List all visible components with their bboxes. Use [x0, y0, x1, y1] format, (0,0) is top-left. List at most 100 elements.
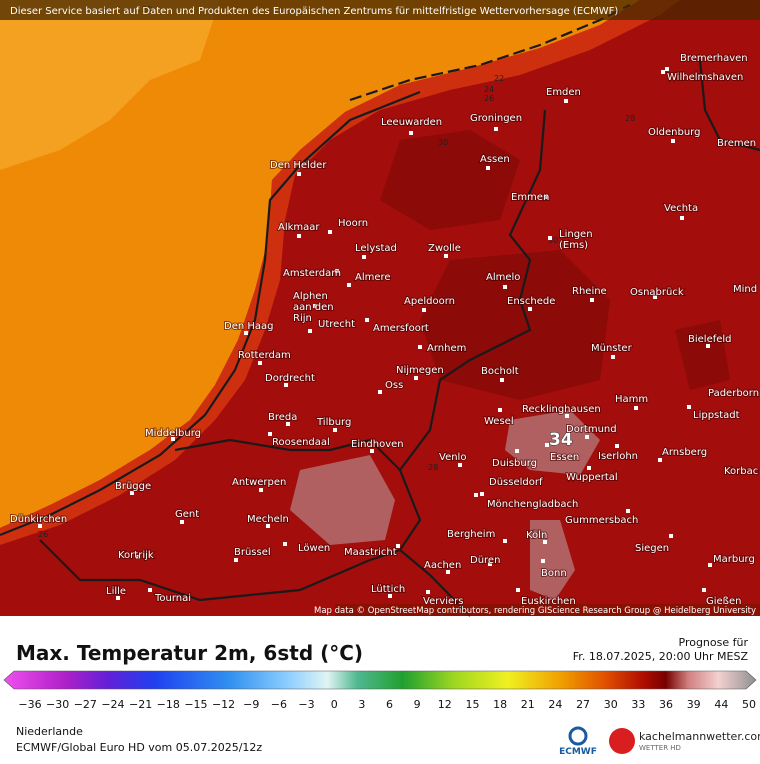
- city-label: Antwerpen: [232, 477, 286, 488]
- city-dot: [378, 390, 382, 394]
- city-label: Rijn: [293, 313, 312, 324]
- city-label: (Ems): [559, 240, 588, 251]
- city-label: Dordrecht: [265, 373, 315, 384]
- city-dot: [426, 590, 430, 594]
- city-dot: [297, 234, 301, 238]
- city-label: Brügge: [115, 481, 151, 492]
- colorbar-tick-label: 9: [414, 698, 421, 711]
- city-dot: [680, 216, 684, 220]
- city-label: Almelo: [486, 272, 520, 283]
- city-label: Siegen: [635, 543, 669, 554]
- city-label: Rotterdam: [238, 350, 291, 361]
- city-dot: [702, 588, 706, 592]
- colorbar-tick-label: 30: [604, 698, 618, 711]
- city-label: Lüttich: [371, 584, 405, 595]
- city-dot: [615, 444, 619, 448]
- city-label: Maastricht: [344, 547, 397, 558]
- city-dot: [297, 172, 301, 176]
- city-label: Groningen: [470, 113, 522, 124]
- city-dot: [658, 458, 662, 462]
- colorbar-tick-label: −15: [184, 698, 207, 711]
- city-label: aan den: [293, 302, 334, 313]
- city-label: Düren: [470, 555, 500, 566]
- city-dot: [587, 466, 591, 470]
- city-label: Osnabrück: [630, 287, 684, 298]
- city-dot: [116, 596, 120, 600]
- sea: [0, 0, 640, 528]
- colorbar-tick-label: 6: [386, 698, 393, 711]
- city-label: Wesel: [484, 416, 514, 427]
- colorbar-tick-label: 39: [687, 698, 701, 711]
- city-dot: [585, 435, 589, 439]
- contour-label: 26: [38, 530, 48, 539]
- city-label: Breda: [268, 412, 297, 423]
- ecmwf-logo: ECMWF: [559, 747, 597, 757]
- city-label: Gent: [175, 509, 199, 520]
- colorbar-tick-label: −9: [243, 698, 259, 711]
- colorbar-tick-label: 33: [631, 698, 645, 711]
- city-dot: [543, 540, 547, 544]
- city-dot: [396, 544, 400, 548]
- city-label: Alkmaar: [278, 222, 320, 233]
- city-dot: [335, 269, 339, 273]
- city-label: Bonn: [541, 568, 567, 579]
- coastline: [0, 90, 421, 537]
- city-dot: [500, 378, 504, 382]
- city-dot: [422, 308, 426, 312]
- city-dot: [528, 307, 532, 311]
- city-label: Utrecht: [318, 319, 355, 330]
- attribution: Map data © OpenStreetMap contributors, r…: [314, 606, 756, 616]
- city-dot: [634, 406, 638, 410]
- city-label: Lingen: [559, 229, 593, 240]
- coastline: [698, 59, 760, 152]
- city-dot: [283, 542, 287, 546]
- city-label: Arnsberg: [662, 447, 707, 458]
- border-de-nl: [398, 109, 547, 551]
- city-label: Düsseldorf: [489, 477, 543, 488]
- city-label: Zwolle: [428, 243, 461, 254]
- city-dot: [258, 361, 262, 365]
- city-dot: [286, 422, 290, 426]
- city-label: Rheine: [572, 286, 607, 297]
- city-label: Köln: [526, 530, 547, 541]
- city-dot: [541, 559, 545, 563]
- border-be-fr: [39, 539, 471, 617]
- city-dot: [365, 318, 369, 322]
- city-dot: [486, 166, 490, 170]
- city-dot: [516, 588, 520, 592]
- colorbar-tick-label: 0: [331, 698, 338, 711]
- city-dot: [266, 524, 270, 528]
- colorbar-tick-label: −36: [18, 698, 41, 711]
- colorbar: [3, 670, 757, 690]
- city-label: Oldenburg: [648, 127, 700, 138]
- city-dot: [418, 345, 422, 349]
- city-label: Almere: [355, 272, 391, 283]
- max-label: 34: [549, 430, 573, 450]
- border-be-nl: [174, 438, 401, 471]
- city-dot: [503, 285, 507, 289]
- city-label: Mind: [733, 284, 757, 295]
- map: 20 22 24 26 28 30 30 28 26 34 Bremerhave…: [0, 0, 760, 617]
- colorbar-tick-label: −6: [271, 698, 287, 711]
- islands: [349, 4, 631, 102]
- city-label: Alphen: [293, 291, 328, 302]
- city-label: Middelburg: [145, 428, 201, 439]
- cities: Bremerhaven Wilhelmshaven Emden Leeuwarden G…: [9, 52, 760, 608]
- city-label: Paderborn: [708, 388, 759, 399]
- colorbar-tick-label: 21: [521, 698, 535, 711]
- city-label: Lippstadt: [693, 410, 740, 421]
- city-dot: [480, 492, 484, 496]
- city-label: Brüssel: [234, 547, 271, 558]
- colorbar-tick-label: 36: [659, 698, 673, 711]
- contour-label: 22: [494, 74, 504, 83]
- city-label: Emmen: [511, 192, 549, 203]
- city-label: Mönchengladbach: [487, 499, 578, 510]
- city-dot: [313, 304, 317, 308]
- city-label: Den Helder: [270, 160, 327, 171]
- city-dot: [669, 534, 673, 538]
- city-dot: [38, 524, 42, 528]
- city-dot: [328, 230, 332, 234]
- city-label: Wilhelmshaven: [667, 72, 743, 83]
